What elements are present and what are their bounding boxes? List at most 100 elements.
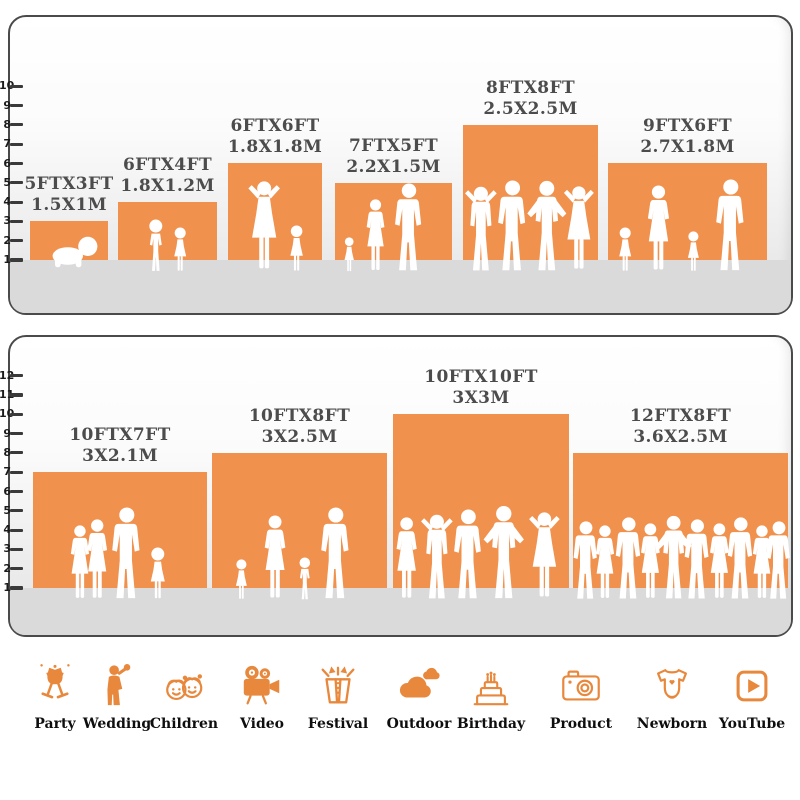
- y-axis-tick-mark: [10, 509, 23, 513]
- backdrop-size-label-12ftx8ft: 12FTX8FT 3.6X2.5M: [533, 406, 800, 447]
- y-axis-tick-label: 4: [3, 523, 11, 537]
- backdrop-bar-7ftx5ft: [335, 183, 452, 260]
- y-axis-tick-label: 2: [3, 233, 11, 247]
- size-m-text: 1.5X1M: [31, 194, 107, 215]
- size-m-text: 3.6X2.5M: [633, 426, 728, 447]
- silhouette-girl: [151, 547, 166, 599]
- size-m-text: 1.8X1.8M: [227, 136, 323, 157]
- y-axis-tick-mark: [10, 142, 23, 146]
- silhouette-baby: [52, 236, 97, 268]
- size-ft-text: 9FTX6FT: [642, 116, 733, 136]
- backdrop-size-label-6ftx6ft: 6FTX6FT 1.8X1.8M: [188, 116, 362, 157]
- silhouette-boy: [149, 219, 163, 271]
- silhouette-girl: [344, 237, 354, 272]
- size-ft-text: 10FTX10FT: [424, 367, 538, 387]
- backdrop-size-label-10ftx7ft: 10FTX7FT 3X2.1M: [0, 425, 247, 466]
- category-label: Video: [240, 716, 284, 732]
- y-axis-tick-mark: [10, 239, 23, 243]
- y-axis-tick-mark: [10, 393, 23, 397]
- y-axis-tick-label: 3: [3, 542, 11, 556]
- y-axis-tick-label: 1: [3, 253, 11, 266]
- category-newborn: Newborn: [624, 663, 720, 732]
- y-axis-tick-label: 12: [0, 368, 15, 382]
- size-ft-text: 10FTX7FT: [69, 425, 171, 445]
- size-ft-text: 6FTX4FT: [122, 155, 213, 175]
- category-video: Video: [214, 663, 310, 732]
- size-ft-text: 12FTX8FT: [629, 406, 732, 426]
- y-axis-tick-mark: [10, 104, 23, 108]
- y-axis-tick-mark: [10, 528, 23, 532]
- y-axis-tick-label: 8: [3, 445, 11, 459]
- silhouette-boy: [299, 557, 311, 600]
- outdoor-icon: [399, 667, 440, 698]
- category-label: Outdoor: [386, 716, 452, 732]
- y-axis-tick-label: 1: [3, 581, 11, 594]
- silhouette-man: [321, 507, 349, 599]
- y-axis-tick-label: 2: [3, 561, 11, 575]
- backdrop-size-label-10ftx10ft: 10FTX10FT 3X3M: [353, 367, 609, 408]
- y-axis-tick-label: 6: [3, 156, 11, 170]
- category-label: Festival: [307, 716, 369, 732]
- silhouette-girl: [236, 559, 248, 599]
- y-axis-tick-mark: [10, 123, 23, 127]
- category-birthday: Birthday: [443, 663, 539, 732]
- silhouette-woman-up: [529, 512, 560, 597]
- y-axis-tick-mark: [10, 161, 23, 166]
- y-axis-tick-label: 7: [3, 137, 11, 151]
- size-m-text: 2.7X1.8M: [640, 136, 735, 157]
- newborn-icon: [657, 669, 687, 699]
- silhouette-girl: [290, 225, 303, 271]
- y-axis-tick-label: 5: [3, 503, 11, 517]
- y-axis-tick-label: 10: [0, 79, 15, 93]
- festival-icon: [321, 665, 355, 704]
- y-axis-tick-label: 10: [0, 407, 15, 421]
- size-ft-text: 5FTX3FT: [24, 174, 114, 194]
- category-youtube: YouTube: [704, 663, 800, 732]
- size-m-text: 2.5X2.5M: [483, 98, 578, 119]
- size-m-text: 3X3M: [452, 387, 510, 408]
- size-m-text: 3X2.1M: [82, 445, 158, 466]
- silhouette-woman: [264, 515, 286, 598]
- y-axis-tick-label: 7: [3, 465, 11, 479]
- y-axis-tick-label: 11: [0, 388, 15, 401]
- y-axis-tick-label: 3: [3, 214, 11, 228]
- category-label: Product: [549, 716, 613, 732]
- birthday-icon: [473, 670, 509, 706]
- backdrop-size-label-9ftx6ft: 9FTX6FT 2.7X1.8M: [568, 116, 800, 157]
- y-axis-tick-mark: [10, 567, 23, 571]
- video-icon: [242, 664, 281, 705]
- size-m-text: 2.2X1.5M: [346, 156, 441, 177]
- category-label: Party: [34, 716, 76, 732]
- silhouette-woman-up: [247, 181, 280, 269]
- size-m-text: 3X2.5M: [261, 426, 338, 447]
- children-icon: [166, 673, 204, 701]
- size-ft-text: 10FTX8FT: [248, 406, 351, 426]
- y-axis-tick-mark: [10, 84, 23, 88]
- silhouette-man: [112, 507, 140, 599]
- category-label: Wedding: [82, 716, 152, 732]
- category-outdoor: Outdoor: [371, 663, 467, 732]
- y-axis-tick-mark: [10, 586, 23, 590]
- backdrop-size-label-6ftx4ft: 6FTX4FT 1.8X1.2M: [78, 155, 257, 196]
- y-axis-tick-mark: [10, 219, 23, 223]
- product-icon: [562, 670, 600, 701]
- ground-strip: [10, 588, 791, 635]
- backdrop-size-label-10ftx8ft: 10FTX8FT 3X2.5M: [172, 406, 427, 447]
- backdrop-bar-6ftx4ft: [118, 202, 217, 260]
- backdrop-size-label-7ftx5ft: 7FTX5FT 2.2X1.5M: [295, 136, 492, 177]
- y-axis-tick-label: 8: [3, 117, 11, 131]
- y-axis-tick-mark: [10, 451, 23, 455]
- category-wedding: Wedding: [69, 663, 165, 732]
- category-label: Birthday: [456, 716, 526, 732]
- y-axis-tick-mark: [10, 470, 23, 474]
- y-axis-tick-label: 4: [3, 195, 11, 209]
- size-ft-text: 7FTX5FT: [348, 136, 439, 156]
- silhouette-man: [394, 183, 421, 271]
- silhouette-woman: [367, 199, 385, 271]
- silhouette-girl: [174, 227, 187, 271]
- y-axis-tick-mark: [10, 374, 23, 378]
- y-axis-tick-mark: [10, 412, 23, 416]
- category-label: YouTube: [718, 716, 786, 732]
- backdrop-bar-6ftx6ft: [228, 163, 322, 260]
